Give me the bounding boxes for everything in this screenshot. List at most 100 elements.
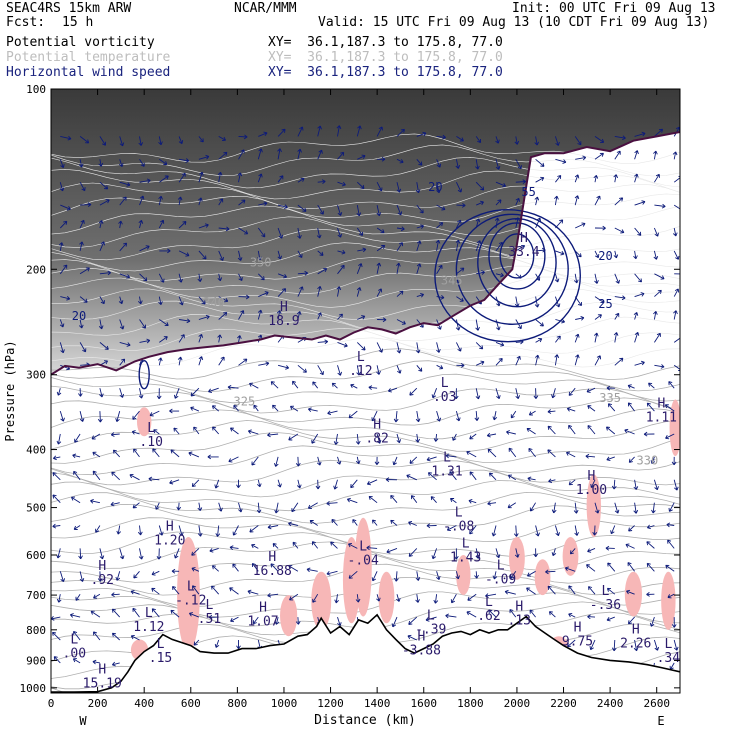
positive-region: [661, 571, 676, 630]
extremum-kind-label: L: [462, 536, 470, 551]
wind-vector: [274, 616, 280, 625]
wind-vector: [627, 562, 635, 572]
wind-vector: [267, 592, 279, 598]
wind-vector: [59, 264, 68, 275]
extremum-kind-label: H: [574, 621, 582, 636]
wind-vector: [297, 250, 303, 259]
wind-vector: [73, 525, 81, 530]
theta-isentrope: [51, 216, 680, 249]
theta-isentrope: [51, 480, 680, 512]
theta-isentrope: [51, 408, 680, 440]
wind-vector: [377, 317, 387, 323]
wind-vector: [634, 200, 646, 206]
theta-contour-label: 325: [234, 395, 256, 409]
x-tick-label: 400: [134, 697, 154, 710]
wind-vector: [218, 356, 225, 366]
wind-vector: [416, 292, 425, 298]
positive-region: [378, 571, 395, 624]
wind-vector: [336, 286, 342, 297]
wind-vector: [476, 200, 484, 206]
wind-vector: [148, 476, 160, 482]
wind-vector: [455, 239, 461, 251]
wind-vector: [111, 471, 121, 481]
wind-vector: [605, 426, 616, 435]
wind-vector: [133, 571, 140, 579]
extremum-value-label: .15: [149, 651, 172, 666]
wind-vector: [568, 612, 576, 618]
wind-vector: [337, 313, 343, 320]
wind-vector: [119, 196, 127, 206]
wind-vector: [257, 250, 262, 261]
wind-vector: [178, 172, 186, 183]
extremum-kind-label: H: [98, 559, 106, 574]
wind-vector: [593, 174, 599, 183]
wind-vector: [436, 182, 441, 194]
wind-vector: [393, 411, 399, 423]
wind-vector: [272, 404, 279, 412]
wind-vector: [98, 319, 104, 330]
wind-vector: [249, 382, 259, 389]
wind-vector: [198, 296, 206, 305]
extremum-value-label: .10: [139, 435, 162, 450]
wind-vector: [504, 589, 516, 595]
wind-vector: [653, 479, 659, 491]
wind-vector: [376, 244, 386, 252]
wind-vector: [236, 640, 241, 649]
wind-vector: [594, 355, 602, 366]
wind-vector: [158, 525, 164, 536]
wind-vector: [634, 131, 646, 137]
wind-vector: [555, 335, 561, 343]
y-tick-label: 100: [26, 83, 46, 96]
wind-vector: [535, 158, 545, 167]
wind-vector: [492, 571, 498, 580]
wind-vector: [515, 339, 524, 345]
wind-vector: [177, 196, 183, 206]
wind-vector: [356, 181, 365, 189]
wind-vector: [169, 479, 180, 485]
wind-vector: [292, 541, 299, 549]
wind-vector: [475, 319, 480, 331]
wind-vector: [334, 594, 339, 604]
wind-vector: [356, 263, 363, 274]
wind-vector: [215, 525, 221, 537]
wind-vector: [218, 502, 223, 512]
wind-vector: [198, 314, 210, 320]
y-tick-label: 700: [26, 589, 46, 602]
wind-vector: [594, 225, 606, 231]
wind-vector: [137, 296, 143, 305]
wind-vector: [575, 155, 587, 161]
wind-vector: [178, 273, 183, 283]
wind-vector: [253, 404, 259, 412]
wind-vector: [99, 296, 105, 305]
wind-vector: [664, 404, 675, 412]
wind-vector: [431, 388, 438, 399]
wind-vector: [288, 565, 299, 572]
wind-vector: [151, 587, 160, 595]
wind-vector: [396, 242, 403, 252]
wind-vector: [594, 273, 599, 284]
pv-tropopause-contour: [51, 131, 680, 376]
wind-vector: [535, 319, 544, 327]
wind-vector: [673, 250, 680, 260]
wind-vector: [574, 354, 580, 366]
wind-vector: [350, 383, 358, 389]
theta-contour-label: 330: [637, 454, 659, 468]
wind-vector: [288, 521, 299, 527]
wind-vector: [52, 631, 61, 641]
wind-vector: [238, 502, 243, 513]
wind-vector: [510, 571, 517, 579]
wind-vector: [627, 384, 635, 389]
wind-vector: [590, 479, 596, 488]
wind-vector: [256, 502, 262, 514]
wind-vector: [257, 227, 266, 238]
wind-vector: [288, 433, 299, 441]
wind-vector: [331, 518, 338, 526]
wind-vector: [159, 158, 168, 166]
wind-vector: [173, 427, 180, 435]
wind-vector: [129, 473, 140, 481]
wind-vector: [73, 470, 81, 481]
wind-vector: [355, 456, 361, 465]
wind-vector: [614, 273, 620, 284]
extremum-value-label: -3.88: [402, 644, 441, 659]
wind-vector: [80, 202, 92, 207]
